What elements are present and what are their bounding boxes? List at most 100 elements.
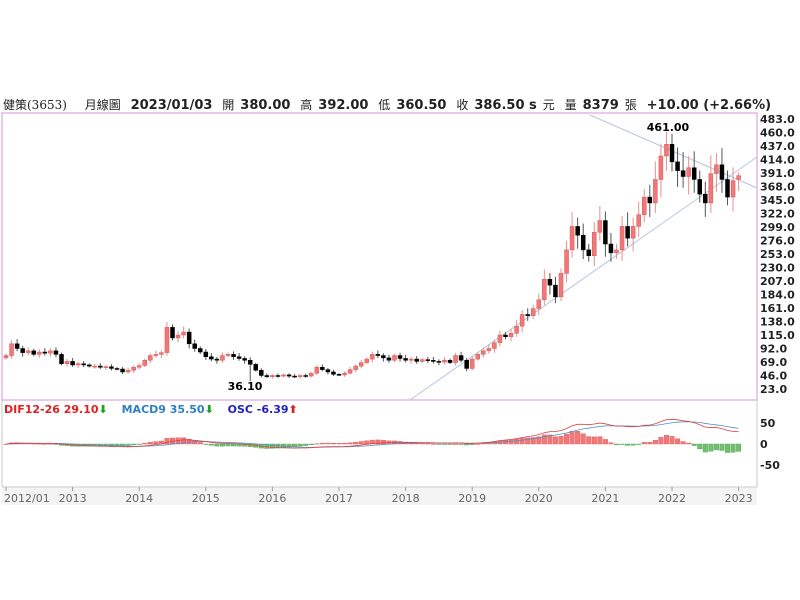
candle: [109, 366, 114, 369]
candle: [497, 334, 503, 343]
osc-bar: [552, 436, 558, 445]
candle: [725, 179, 730, 198]
price-tick-label: 345.0: [760, 194, 795, 207]
candle: [159, 352, 164, 355]
candle: [625, 226, 630, 239]
time-tick-label: 2022: [658, 492, 686, 505]
candle: [192, 343, 197, 349]
time-tick-label: 2013: [59, 492, 87, 505]
candle: [619, 226, 625, 251]
osc-bar: [580, 433, 586, 445]
osc-bar: [425, 443, 431, 445]
candle: [48, 350, 53, 354]
osc-bar: [353, 441, 359, 445]
osc-bar: [658, 437, 664, 445]
candle: [247, 359, 253, 365]
candle: [686, 167, 691, 177]
candle: [614, 249, 619, 254]
candle: [31, 350, 36, 355]
price-tick-label: 368.0: [760, 181, 795, 194]
candle: [292, 375, 297, 378]
candle: [386, 357, 392, 361]
candle: [120, 368, 125, 373]
candle: [336, 374, 342, 376]
candle: [514, 325, 519, 334]
osc-bar: [736, 443, 742, 452]
candle: [608, 243, 614, 254]
osc-bar: [469, 443, 475, 445]
osc-bar: [547, 434, 553, 445]
open-value: 380.00: [240, 98, 291, 113]
macd-label: MACD9 35.50⬇: [121, 403, 214, 416]
osc-bar: [680, 441, 686, 445]
osc-bar: [380, 440, 386, 445]
candle: [281, 374, 286, 377]
osc-bar: [641, 442, 647, 445]
osc-bar: [297, 443, 303, 447]
price-tick-label: 460.0: [760, 127, 795, 140]
candle: [703, 193, 708, 204]
candle: [553, 284, 558, 298]
candle: [519, 314, 525, 327]
osc-bar: [564, 433, 570, 445]
unit: 元: [542, 98, 555, 112]
candle: [658, 155, 664, 180]
down-arrow-icon: ⬇: [98, 403, 108, 416]
price-tick-label: 115.0: [760, 329, 795, 342]
candle: [458, 355, 464, 361]
osc-bar: [269, 443, 275, 449]
candle: [675, 161, 680, 171]
candle: [64, 361, 70, 365]
osc-bar: [519, 437, 525, 445]
volume-value: 8379: [582, 98, 619, 113]
candle: [381, 355, 386, 359]
osc-bar: [303, 443, 309, 446]
time-tick-label: 2017: [325, 492, 353, 505]
up-arrow-icon: ⬆: [288, 403, 298, 416]
osc-bar: [208, 443, 214, 446]
candle: [542, 278, 547, 301]
macd-tick-label: 0: [760, 438, 768, 451]
candle: [325, 369, 331, 373]
osc-bar: [342, 442, 348, 445]
osc-bar: [708, 443, 714, 452]
candle: [25, 350, 31, 353]
price-tick-label: 253.0: [760, 248, 795, 261]
dif-line: [5, 418, 739, 449]
candle: [236, 356, 242, 359]
candle: [153, 354, 159, 356]
osc-bar: [53, 443, 59, 445]
candle: [486, 348, 492, 352]
candle: [14, 343, 20, 349]
osc-bar: [347, 442, 353, 445]
candle: [503, 334, 508, 338]
osc-bar: [436, 443, 442, 445]
time-tick-label: 2021: [591, 492, 619, 505]
price-tick-label: 414.0: [760, 154, 795, 167]
osc-bar: [47, 443, 53, 445]
quote-date: 2023/01/03: [130, 98, 213, 113]
candle: [586, 249, 591, 257]
candle: [297, 375, 303, 377]
candle: [342, 372, 347, 376]
price-tick-label: 207.0: [760, 275, 795, 288]
candle: [181, 331, 186, 336]
osc-bar: [147, 442, 153, 445]
price-tick-label: 184.0: [760, 289, 795, 302]
chart-type: 月線圖: [84, 98, 121, 112]
osc-bar: [569, 431, 575, 445]
time-tick-label: 2019: [458, 492, 486, 505]
quote-header: 健策(3653) 月線圖 2023/01/03 開 380.00 高 392.00 …: [3, 96, 777, 113]
osc-bar: [541, 434, 547, 445]
osc-bar: [325, 442, 331, 445]
low-annotation: 36.10: [228, 380, 263, 393]
candle: [525, 314, 530, 316]
candle: [98, 365, 103, 368]
candle: [70, 361, 75, 366]
candle: [203, 351, 209, 357]
osc-bar: [525, 437, 531, 445]
price-tick-label: 322.0: [760, 208, 795, 221]
high-label: 高: [300, 98, 313, 112]
volume-label: 量: [564, 98, 577, 112]
